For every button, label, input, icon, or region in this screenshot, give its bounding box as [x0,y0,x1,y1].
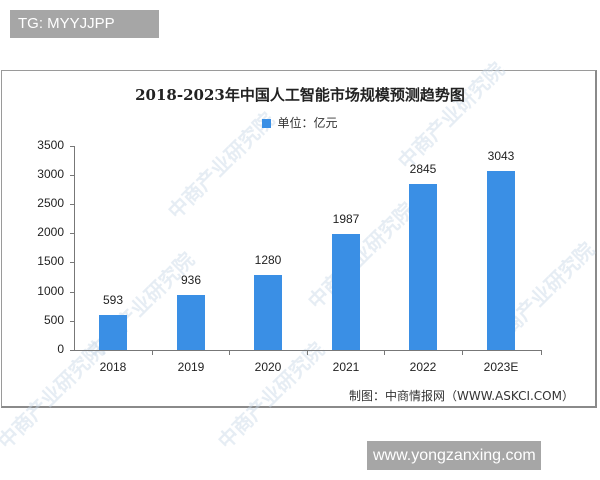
chart-legend: 单位：亿元 [0,114,600,131]
bar-2020 [254,275,282,350]
x-tick-label: 2021 [332,360,360,374]
y-tick-label: 500 [43,313,64,327]
x-axis-line [74,350,542,351]
x-tick-mark [307,350,308,355]
chart-source-note: 制图：中商情报网（WWW.ASKCI.COM） [349,389,574,403]
x-tick-label: 2020 [254,360,282,374]
x-tick-label: 2022 [409,360,437,374]
y-tick-mark [70,292,75,293]
y-tick-label: 2500 [37,196,64,210]
bar-2019 [177,295,205,350]
bar-2021 [332,234,360,350]
bar-2023E [487,171,515,350]
x-tick-label: 2018 [99,360,127,374]
y-tick-label: 0 [57,342,64,356]
y-tick-label: 3500 [37,138,64,152]
y-tick-mark [70,233,75,234]
y-tick-label: 3000 [37,167,64,181]
y-tick-mark [70,262,75,263]
x-tick-mark [384,350,385,355]
x-tick-label: 2023E [483,360,519,374]
y-tick-mark [70,204,75,205]
legend-swatch-icon [262,119,272,128]
value-label: 593 [102,293,124,307]
bar-2022 [409,184,437,350]
value-label: 3043 [487,149,515,163]
value-label: 1987 [332,212,360,226]
y-tick-label: 2000 [37,225,64,239]
y-tick-mark [70,350,75,351]
value-label: 936 [180,273,202,287]
x-tick-mark [152,350,153,355]
legend-label: 单位：亿元 [277,116,338,130]
x-tick-mark [541,350,542,355]
y-tick-mark [70,146,75,147]
y-tick-mark [70,175,75,176]
value-label: 2845 [409,162,437,176]
bar-2018 [99,315,127,350]
chart-title: 2018-2023年中国人工智能市场规模预测趋势图 [135,86,465,104]
site-watermark-label: www.yongzanxing.com [367,441,541,470]
x-tick-label: 2019 [177,360,205,374]
y-axis-line [74,146,75,351]
value-label: 1280 [254,253,282,267]
x-tick-mark [462,350,463,355]
y-tick-mark [70,321,75,322]
x-tick-mark [229,350,230,355]
tg-watermark-label: TG: MYYJJPP [10,10,159,38]
y-tick-label: 1000 [37,284,64,298]
y-tick-label: 1500 [37,254,64,268]
